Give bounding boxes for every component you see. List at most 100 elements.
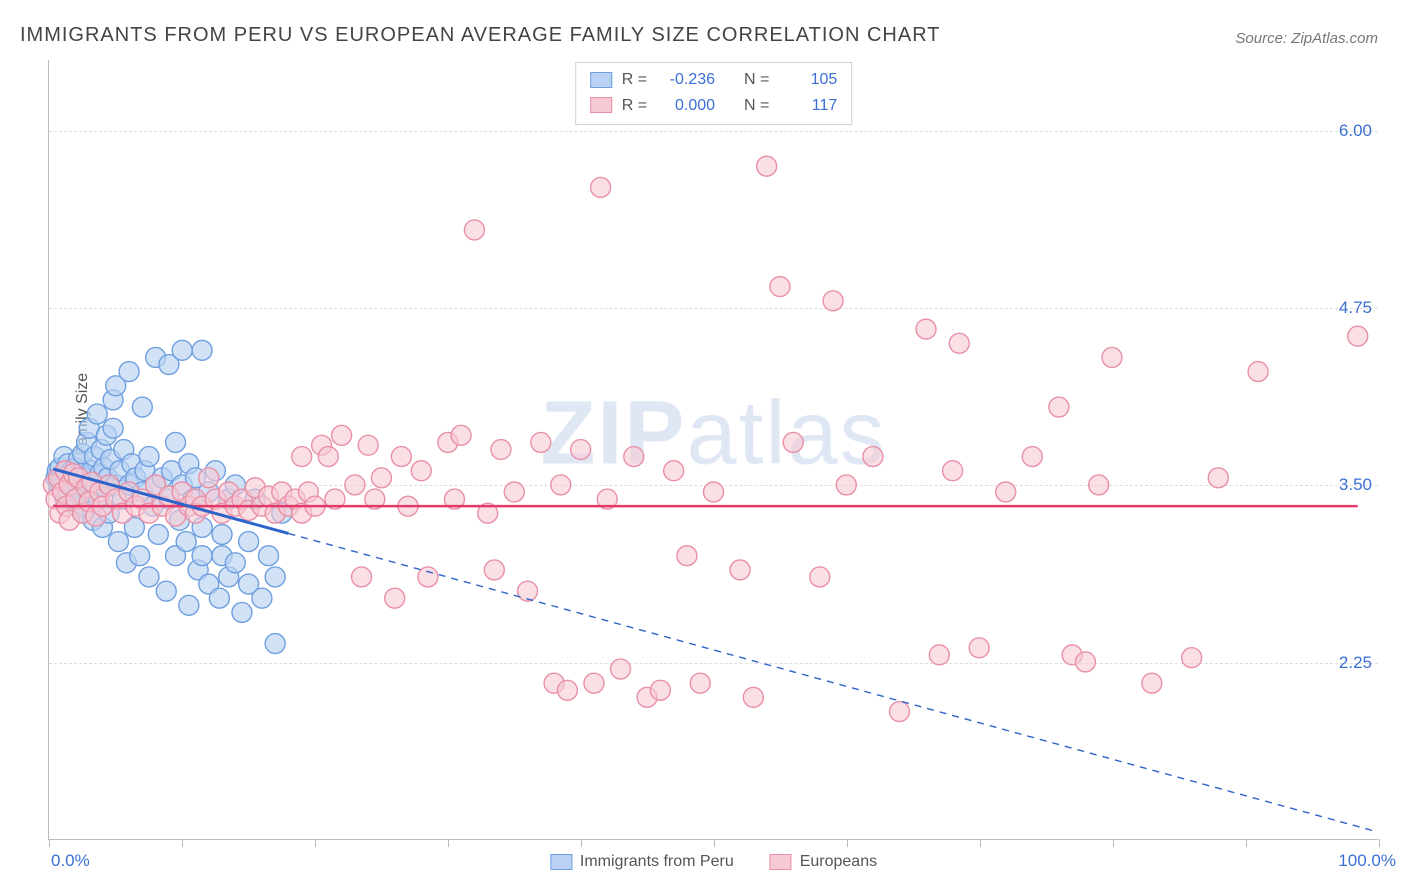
x-tick: [448, 839, 449, 847]
x-axis-max-label: 100.0%: [1338, 851, 1396, 871]
scatter-point-european: [929, 645, 949, 665]
scatter-point-european: [969, 638, 989, 658]
scatter-point-peru: [139, 447, 159, 467]
scatter-point-peru: [166, 432, 186, 452]
scatter-point-peru: [225, 553, 245, 573]
header-row: IMMIGRANTS FROM PERU VS EUROPEAN AVERAGE…: [20, 24, 1378, 47]
scatter-point-european: [345, 475, 365, 495]
scatter-point-european: [1075, 652, 1095, 672]
scatter-point-peru: [172, 340, 192, 360]
scatter-point-european: [591, 177, 611, 197]
scatter-point-european: [1089, 475, 1109, 495]
scatter-point-european: [889, 702, 909, 722]
scatter-point-european: [1142, 673, 1162, 693]
n-value-peru: 105: [779, 67, 837, 93]
scatter-point-peru: [139, 567, 159, 587]
x-tick: [1246, 839, 1247, 847]
source-value: ZipAtlas.com: [1291, 30, 1378, 47]
scatter-point-european: [704, 482, 724, 502]
scatter-point-european: [650, 680, 670, 700]
scatter-point-peru: [265, 634, 285, 654]
chart-title: IMMIGRANTS FROM PERU VS EUROPEAN AVERAGE…: [20, 24, 941, 47]
scatter-point-peru: [176, 532, 196, 552]
scatter-point-european: [484, 560, 504, 580]
scatter-point-european: [557, 680, 577, 700]
scatter-point-peru: [132, 397, 152, 417]
plot-area: ZIPatlas 6.004.753.502.25 R = -0.236 N =…: [48, 60, 1378, 840]
scatter-point-european: [491, 440, 511, 460]
scatter-point-european: [418, 567, 438, 587]
x-tick: [49, 839, 50, 847]
scatter-point-european: [949, 333, 969, 353]
scatter-point-peru: [119, 362, 139, 382]
scatter-point-european: [358, 435, 378, 455]
x-tick: [1379, 839, 1380, 847]
scatter-point-peru: [232, 602, 252, 622]
scatter-point-european: [624, 447, 644, 467]
scatter-point-european: [464, 220, 484, 240]
scatter-point-european: [1102, 347, 1122, 367]
scatter-point-european: [1182, 648, 1202, 668]
scatter-point-european: [385, 588, 405, 608]
bottom-legend: Immigrants from Peru Europeans: [550, 853, 877, 871]
legend-swatch-peru: [550, 854, 572, 870]
scatter-point-european: [823, 291, 843, 311]
stats-row-peru: R = -0.236 N = 105: [590, 67, 838, 93]
swatch-peru: [590, 72, 612, 88]
scatter-point-european: [584, 673, 604, 693]
x-tick: [1113, 839, 1114, 847]
scatter-point-european: [730, 560, 750, 580]
scatter-point-european: [743, 687, 763, 707]
scatter-point-peru: [209, 588, 229, 608]
scatter-point-european: [504, 482, 524, 502]
n-label: N =: [744, 93, 769, 119]
scatter-point-european: [664, 461, 684, 481]
scatter-point-european: [551, 475, 571, 495]
scatter-point-european: [292, 447, 312, 467]
scatter-point-peru: [239, 532, 259, 552]
n-label: N =: [744, 67, 769, 93]
scatter-point-european: [411, 461, 431, 481]
scatter-point-european: [943, 461, 963, 481]
scatter-point-european: [916, 319, 936, 339]
scatter-point-european: [1348, 326, 1368, 346]
scatter-point-european: [531, 432, 551, 452]
r-label: R =: [622, 93, 647, 119]
scatter-point-peru: [103, 418, 123, 438]
scatter-point-peru: [148, 524, 168, 544]
scatter-point-peru: [108, 532, 128, 552]
source-attribution: Source: ZipAtlas.com: [1235, 30, 1378, 47]
scatter-point-peru: [252, 588, 272, 608]
scatter-point-european: [996, 482, 1016, 502]
legend-label-peru: Immigrants from Peru: [580, 853, 734, 871]
legend-swatch-european: [770, 854, 792, 870]
scatter-point-peru: [259, 546, 279, 566]
r-label: R =: [622, 67, 647, 93]
legend-item-peru: Immigrants from Peru: [550, 853, 734, 871]
stats-row-european: R = 0.000 N = 117: [590, 93, 838, 119]
scatter-point-european: [1049, 397, 1069, 417]
scatter-point-european: [518, 581, 538, 601]
n-value-european: 117: [779, 93, 837, 119]
scatter-point-peru: [179, 595, 199, 615]
scatter-point-european: [836, 475, 856, 495]
r-value-european: 0.000: [657, 93, 715, 119]
scatter-point-european: [1248, 362, 1268, 382]
x-tick: [714, 839, 715, 847]
x-tick: [581, 839, 582, 847]
scatter-point-european: [352, 567, 372, 587]
scatter-point-european: [332, 425, 352, 445]
x-tick: [315, 839, 316, 847]
trendline-extrapolation-peru: [288, 533, 1377, 831]
legend-item-european: Europeans: [770, 853, 877, 871]
scatter-point-peru: [87, 404, 107, 424]
scatter-point-peru: [265, 567, 285, 587]
scatter-point-peru: [192, 546, 212, 566]
scatter-point-european: [810, 567, 830, 587]
source-label: Source:: [1235, 30, 1291, 47]
x-axis-min-label: 0.0%: [51, 851, 90, 871]
scatter-point-european: [863, 447, 883, 467]
scatter-point-european: [783, 432, 803, 452]
scatter-point-european: [199, 468, 219, 488]
scatter-point-european: [1208, 468, 1228, 488]
